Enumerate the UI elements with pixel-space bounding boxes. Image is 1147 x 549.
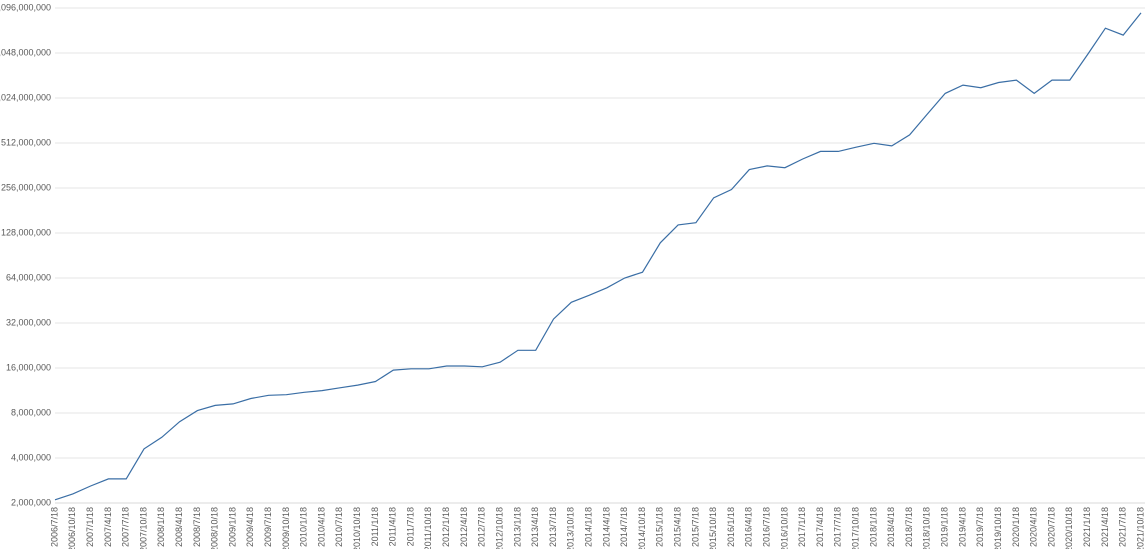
y-tick-label: 8,000,000 bbox=[11, 407, 51, 417]
x-tick-label: 2015/10/18 bbox=[708, 507, 718, 549]
x-tick-label: 2016/1/18 bbox=[726, 507, 736, 547]
x-tick-label: 2020/4/18 bbox=[1029, 507, 1039, 547]
x-tick-label: 2007/1/18 bbox=[85, 507, 95, 547]
x-tick-label: 2020/10/18 bbox=[1064, 507, 1074, 549]
x-tick-label: 2011/1/18 bbox=[370, 507, 380, 546]
x-tick-label: 2016/7/18 bbox=[762, 507, 772, 547]
y-tick-label: 2,000,000 bbox=[11, 497, 51, 507]
x-tick-label: 2007/4/18 bbox=[103, 507, 113, 547]
x-tick-label: 2008/1/18 bbox=[156, 507, 166, 547]
x-tick-label: 2009/4/18 bbox=[245, 507, 255, 547]
x-tick-label: 2020/1/18 bbox=[1011, 507, 1021, 547]
x-tick-label: 2018/4/18 bbox=[886, 507, 896, 547]
y-tick-label: 256,000,000 bbox=[1, 182, 51, 192]
x-tick-label: 2008/4/18 bbox=[174, 507, 184, 547]
x-tick-label: 2012/7/18 bbox=[477, 507, 487, 547]
x-tick-label: 2018/10/18 bbox=[922, 507, 932, 549]
x-tick-label: 2017/4/18 bbox=[815, 507, 825, 547]
x-tick-label: 2009/7/18 bbox=[263, 507, 273, 547]
x-tick-label: 2019/10/18 bbox=[993, 507, 1003, 549]
x-tick-label: 2017/7/18 bbox=[833, 507, 843, 547]
x-tick-label: 2015/7/18 bbox=[690, 507, 700, 547]
x-tick-label: 2017/1/18 bbox=[797, 507, 807, 547]
y-tick-label: 512,000,000 bbox=[1, 137, 51, 147]
x-tick-label: 2013/1/18 bbox=[512, 507, 522, 547]
x-tick-label: 2009/10/18 bbox=[281, 507, 291, 549]
x-tick-label: 2012/1/18 bbox=[441, 507, 451, 547]
x-tick-label: 2017/10/18 bbox=[851, 507, 861, 549]
x-tick-label: 2014/4/18 bbox=[601, 507, 611, 547]
x-tick-label: 2016/10/18 bbox=[779, 507, 789, 549]
x-tick-label: 2018/7/18 bbox=[904, 507, 914, 547]
y-tick-label: 1,024,000,000 bbox=[0, 92, 51, 102]
x-tick-label: 2019/4/18 bbox=[957, 507, 967, 547]
x-tick-label: 2013/10/18 bbox=[566, 507, 576, 549]
x-tick-label: 2021/4/18 bbox=[1100, 507, 1110, 547]
x-tick-label: 2021/10/18 bbox=[1135, 507, 1145, 549]
x-tick-label: 2016/4/18 bbox=[744, 507, 754, 547]
y-tick-label: 2,048,000,000 bbox=[0, 47, 51, 57]
x-tick-label: 2013/7/18 bbox=[548, 507, 558, 547]
x-tick-label: 2010/10/18 bbox=[352, 507, 362, 549]
y-tick-label: 64,000,000 bbox=[6, 272, 51, 282]
x-tick-label: 2007/7/18 bbox=[121, 507, 131, 547]
y-tick-label: 16,000,000 bbox=[6, 362, 51, 372]
x-tick-label: 2019/7/18 bbox=[975, 507, 985, 547]
x-tick-label: 2011/7/18 bbox=[405, 507, 415, 546]
x-tick-label: 2008/7/18 bbox=[192, 507, 202, 547]
x-tick-label: 2006/7/18 bbox=[49, 507, 59, 547]
y-tick-label: 32,000,000 bbox=[6, 317, 51, 327]
x-tick-label: 2010/1/18 bbox=[299, 507, 309, 547]
y-tick-label: 4,096,000,000 bbox=[0, 2, 51, 12]
y-tick-label: 128,000,000 bbox=[1, 227, 51, 237]
x-tick-label: 2009/1/18 bbox=[227, 507, 237, 547]
x-tick-label: 2006/10/18 bbox=[67, 507, 77, 549]
x-tick-label: 2010/4/18 bbox=[316, 507, 326, 547]
x-tick-label: 2014/1/18 bbox=[583, 507, 593, 547]
x-tick-label: 2020/7/18 bbox=[1046, 507, 1056, 547]
x-tick-label: 2011/10/18 bbox=[423, 507, 433, 549]
x-tick-label: 2015/1/18 bbox=[655, 507, 665, 547]
data-line bbox=[54, 12, 1142, 501]
x-tick-label: 2014/10/18 bbox=[637, 507, 647, 549]
x-tick-label: 2013/4/18 bbox=[530, 507, 540, 547]
x-tick-label: 2019/1/18 bbox=[940, 507, 950, 547]
x-tick-label: 2021/1/18 bbox=[1082, 507, 1092, 547]
y-tick-label: 4,000,000 bbox=[11, 452, 51, 462]
x-tick-label: 2018/1/18 bbox=[868, 507, 878, 547]
x-tick-label: 2014/7/18 bbox=[619, 507, 629, 547]
x-tick-label: 2007/10/18 bbox=[138, 507, 148, 549]
x-tick-label: 2015/4/18 bbox=[672, 507, 682, 547]
x-tick-label: 2012/10/18 bbox=[494, 507, 504, 549]
x-tick-label: 2011/4/18 bbox=[388, 507, 398, 546]
x-tick-label: 2008/10/18 bbox=[210, 507, 220, 549]
x-tick-label: 2012/4/18 bbox=[459, 507, 469, 547]
x-tick-label: 2010/7/18 bbox=[334, 507, 344, 547]
x-tick-label: 2021/7/18 bbox=[1118, 507, 1128, 547]
